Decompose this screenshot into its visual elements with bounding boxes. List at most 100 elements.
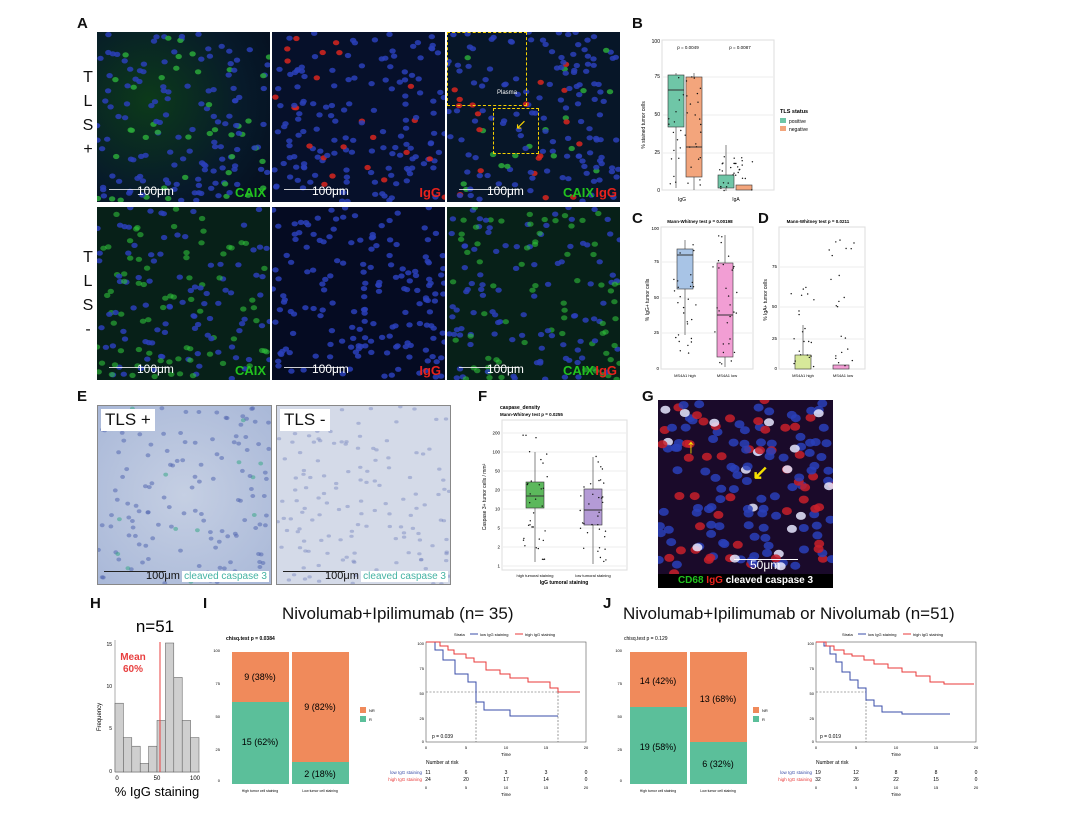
cell-texture: [479, 292, 487, 298]
cell-texture: [142, 134, 149, 140]
cell-texture: [179, 299, 186, 305]
scale-label: 100μm: [137, 184, 174, 198]
cell-texture: [437, 467, 442, 471]
cell-texture: [125, 250, 132, 256]
cell-texture: [183, 345, 190, 351]
cell-texture: [708, 435, 719, 443]
jitter-point: [845, 247, 847, 250]
cell-texture: [370, 321, 377, 327]
cell-texture: [804, 448, 815, 457]
jitter-point: [699, 118, 701, 120]
cell-texture: [611, 299, 618, 305]
cell-texture: [227, 290, 235, 296]
cell-texture: [286, 174, 294, 180]
panel-d-boxplot: Mann-Whitney test p = 0.0211 % IgA+ tumo…: [763, 219, 866, 378]
panel-b-boxplot: % stained tumor cells 0 25 50 75 100 p =…: [641, 39, 808, 203]
jitter-point: [689, 146, 691, 148]
cell-texture: [312, 353, 319, 359]
panel-label-d: D: [758, 210, 769, 227]
cell-texture: [160, 234, 168, 241]
cell-texture: [238, 321, 246, 327]
histogram-bar: [156, 720, 166, 773]
cell-texture: [184, 83, 191, 89]
cell-texture: [557, 64, 565, 70]
cell-texture: [340, 189, 347, 196]
cell-texture: [250, 406, 256, 411]
igg-positive-box: [667, 74, 685, 128]
cell-texture: [198, 240, 205, 246]
cell-texture: [339, 371, 346, 377]
cell-texture: [153, 34, 160, 40]
bar-high-nr: [232, 652, 289, 702]
cell-texture: [706, 520, 717, 529]
cell-texture: [344, 198, 351, 202]
cell-texture: [430, 335, 437, 341]
cell-texture: [206, 315, 214, 322]
cell-texture: [217, 144, 224, 150]
cell-texture: [113, 153, 120, 160]
cell-texture: [191, 284, 199, 290]
igg-tls-pos-image: 100μm IgG: [272, 32, 445, 202]
bar-high-r: [630, 707, 687, 784]
cell-texture: [301, 165, 308, 171]
jitter-point: [850, 248, 852, 250]
cell-texture: [408, 72, 416, 78]
cell-texture: [402, 117, 410, 123]
cell-texture: [350, 335, 357, 341]
cell-texture: [186, 275, 193, 281]
cell-texture: [535, 155, 542, 161]
legend-r: R: [369, 717, 372, 722]
cell-texture: [591, 96, 598, 102]
cell-texture: [753, 417, 764, 426]
cell-texture: [370, 134, 377, 140]
cell-texture: [98, 146, 106, 152]
cell-texture: [244, 416, 250, 421]
cell-texture: [318, 439, 323, 443]
cell-texture: [142, 339, 149, 345]
cell-texture: [166, 505, 172, 510]
cell-texture: [563, 119, 570, 125]
cell-texture: [611, 342, 618, 349]
arrow-icon: ↑: [686, 436, 696, 458]
cell-texture: [675, 546, 686, 555]
cell-texture: [424, 237, 432, 243]
cell-texture: [283, 252, 290, 258]
cell-texture: [275, 276, 282, 282]
jitter-point: [835, 241, 837, 243]
jitter-point: [806, 354, 809, 356]
y-tick: 50: [495, 469, 501, 474]
cell-texture: [402, 125, 410, 131]
cell-texture: [257, 166, 265, 172]
cell-texture: [240, 222, 248, 228]
cell-texture: [211, 127, 219, 133]
jitter-point: [735, 312, 737, 314]
cell-texture: [426, 156, 433, 162]
cell-texture: [226, 48, 233, 54]
cell-texture: [214, 119, 222, 125]
y-tick: 5: [109, 726, 112, 732]
histogram-bar: [131, 745, 141, 773]
zoom-box: [493, 108, 539, 154]
jitter-point: [836, 306, 839, 308]
jitter-point: [804, 327, 806, 330]
cell-texture: [465, 152, 472, 158]
cell-texture: [142, 302, 149, 308]
cell-texture: [162, 295, 169, 301]
cell-texture: [742, 462, 753, 471]
jitter-point: [693, 249, 695, 252]
cell-texture: [264, 513, 269, 518]
cell-texture: [441, 131, 445, 137]
cell-texture: [121, 115, 129, 121]
jitter-point: [535, 437, 537, 439]
jitter-point: [737, 171, 739, 174]
cell-texture: [338, 538, 343, 542]
chisq-label: chisq.test p = 0.0384: [226, 636, 275, 642]
cell-texture: [97, 137, 101, 143]
cell-texture: [513, 244, 520, 250]
cell-texture: [114, 497, 120, 502]
cell-texture: [554, 260, 562, 266]
x-tick: MS4A1 low: [717, 373, 737, 378]
cell-texture: [694, 400, 705, 409]
jitter-point: [840, 335, 842, 337]
cell-texture: [787, 483, 798, 492]
